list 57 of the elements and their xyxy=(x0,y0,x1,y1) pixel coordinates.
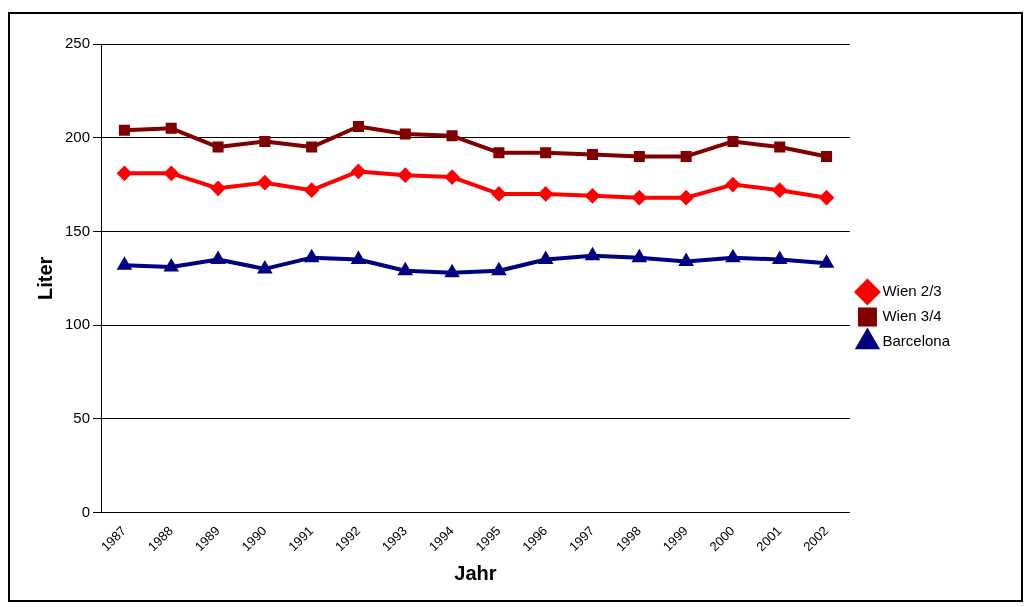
point xyxy=(679,190,694,205)
point xyxy=(725,248,741,263)
point xyxy=(633,150,645,162)
point xyxy=(117,166,132,181)
point xyxy=(772,183,787,198)
point xyxy=(259,135,271,147)
y-tick-label: 150 xyxy=(65,221,91,239)
point xyxy=(351,164,366,179)
point xyxy=(304,183,319,198)
point xyxy=(493,147,505,159)
point xyxy=(586,149,599,161)
point xyxy=(725,177,740,192)
y-tick-label: 100 xyxy=(65,315,91,333)
point xyxy=(680,150,692,162)
y-tick-label: 250 xyxy=(65,34,91,52)
point xyxy=(399,128,411,140)
point xyxy=(632,190,647,205)
point xyxy=(727,135,739,147)
legend-label: Wien 3/4 xyxy=(882,307,942,325)
y-tick-label: 50 xyxy=(73,408,91,426)
point xyxy=(821,150,833,162)
point xyxy=(257,175,272,190)
point xyxy=(398,168,413,183)
point xyxy=(772,250,788,265)
point xyxy=(540,147,552,159)
point xyxy=(258,261,272,274)
point xyxy=(304,248,320,263)
y-tick-label: 200 xyxy=(65,127,91,145)
legend-label: Wien 2/3 xyxy=(882,282,942,300)
y-tick-label: 0 xyxy=(81,502,91,520)
point xyxy=(165,122,177,134)
point xyxy=(538,186,553,201)
point xyxy=(584,246,601,261)
point xyxy=(350,250,367,265)
point xyxy=(491,261,507,276)
point xyxy=(774,141,786,153)
point xyxy=(538,250,554,265)
x-axis-title: Jahr xyxy=(454,561,497,584)
y-axis-title: Liter xyxy=(33,256,56,300)
point xyxy=(446,130,458,142)
point xyxy=(164,260,178,272)
point xyxy=(212,141,224,153)
point xyxy=(118,124,130,136)
point xyxy=(445,170,460,185)
legend-label: Barcelona xyxy=(882,332,951,350)
point xyxy=(679,254,693,266)
point xyxy=(164,166,179,181)
point xyxy=(352,120,365,132)
point xyxy=(210,250,226,265)
point xyxy=(397,261,413,276)
point xyxy=(444,263,460,278)
point xyxy=(491,186,506,201)
point xyxy=(819,190,834,205)
point xyxy=(585,188,600,203)
point xyxy=(306,141,318,153)
point xyxy=(631,248,647,263)
point xyxy=(211,181,226,196)
